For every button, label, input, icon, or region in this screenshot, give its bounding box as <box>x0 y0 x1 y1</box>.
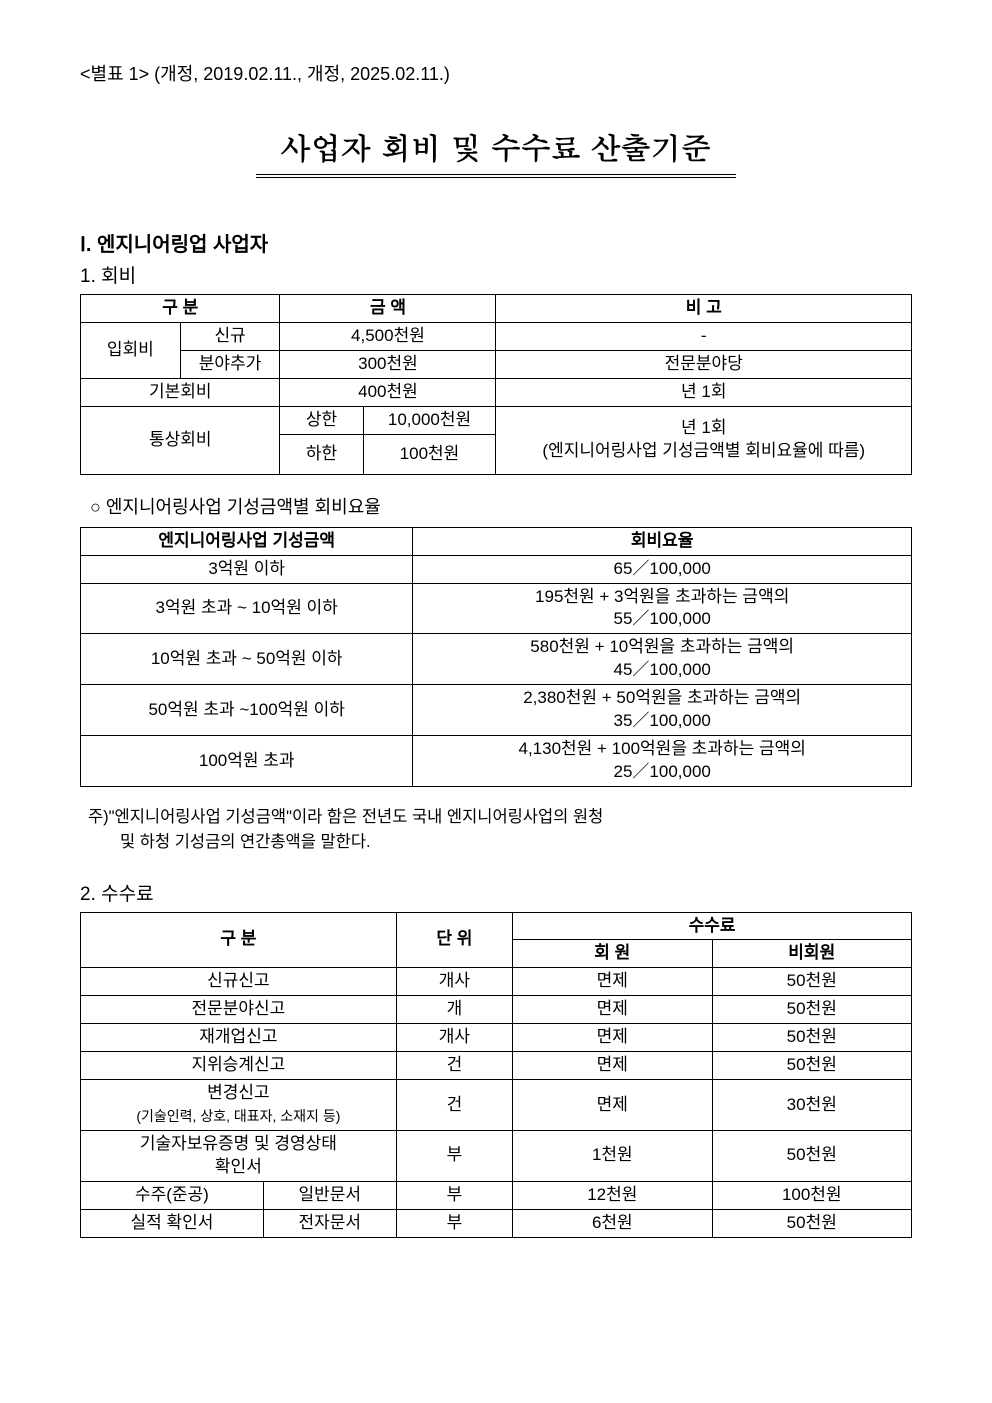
th: 회비요율 <box>631 531 694 550</box>
cell: 400천원 <box>358 382 418 401</box>
cell: 개사 <box>439 1027 470 1046</box>
cell: 50억원 초과 ~100억원 이하 <box>148 700 345 719</box>
main-title: 사업자 회비 및 수수료 산출기준 <box>80 126 912 168</box>
cell: 실적 확인서 <box>130 1213 213 1232</box>
cell: 개 <box>447 999 463 1018</box>
cell: 100천원 <box>400 444 460 463</box>
cell: 2,380천원 + 50억원을 초과하는 금액의 <box>523 688 801 707</box>
footnote-line: 및 하청 기성금의 연간총액을 말한다. <box>88 830 912 855</box>
subsection-1-2: 2. 수수료 <box>80 879 912 906</box>
cell: 100천원 <box>782 1185 842 1204</box>
cell: 면제 <box>597 1055 628 1074</box>
cell: 입회비 <box>107 340 154 359</box>
header-note: <별표 1> (개정, 2019.02.11., 개정, 2025.02.11.… <box>80 60 912 86</box>
cell: 상한 <box>306 410 337 429</box>
cell: 재개업신고 <box>199 1027 277 1046</box>
th: 엔지니어링사업 기성금액 <box>158 531 335 550</box>
sub-title-rate: ○ 엔지니어링사업 기성금액별 회비요율 <box>90 493 912 519</box>
title-underline <box>256 172 736 178</box>
cell: (기술인력, 상호, 대표자, 소재지 등) <box>136 1108 340 1124</box>
cell: 기본회비 <box>149 382 212 401</box>
cell: 3억원 이하 <box>208 559 285 578</box>
cell: 부 <box>447 1213 463 1232</box>
cell: 25／100,000 <box>614 762 711 781</box>
th: 회 원 <box>594 943 630 962</box>
footnote: 주)"엔지니어링사업 기성금액"이라 함은 전년도 국내 엔지니어링사업의 원청… <box>88 805 912 855</box>
cell: 35／100,000 <box>614 711 711 730</box>
cell: 면제 <box>597 999 628 1018</box>
cell: 개사 <box>439 971 470 990</box>
cell: 3억원 초과 ~ 10억원 이하 <box>156 598 338 617</box>
cell: 년 1회 <box>681 382 726 401</box>
cell: 10,000천원 <box>388 410 471 429</box>
cell: 기술자보유증명 및 경영상태 <box>140 1134 337 1153</box>
footnote-line: 주)"엔지니어링사업 기성금액"이라 함은 전년도 국내 엔지니어링사업의 원청 <box>88 808 603 826</box>
cell: 50천원 <box>787 1027 837 1046</box>
cell: - <box>701 326 707 345</box>
cell: 통상회비 <box>149 430 212 449</box>
th: 단 위 <box>436 929 472 948</box>
cell: 300천원 <box>358 354 418 373</box>
cell: 건 <box>447 1055 463 1074</box>
cell: 면제 <box>597 1027 628 1046</box>
cell: 부 <box>447 1145 463 1164</box>
cell: 확인서 <box>215 1157 262 1176</box>
cell: 하한 <box>306 444 337 463</box>
cell: 55／100,000 <box>614 609 711 628</box>
section-1-heading: Ⅰ. 엔지니어링업 사업자 <box>80 228 912 257</box>
cell: 50천원 <box>787 1055 837 1074</box>
cell: 50천원 <box>787 1213 837 1232</box>
cell: 1천원 <box>592 1145 633 1164</box>
cell: 전문분야신고 <box>191 999 285 1018</box>
table-fees: 구 분 단 위 수수료 회 원 비회원 신규신고 개사 면제 50천원 전문분야… <box>80 912 912 1238</box>
cell: 일반문서 <box>299 1185 362 1204</box>
th: 구 분 <box>220 929 256 948</box>
th-amount: 금 액 <box>370 298 406 317</box>
th: 비회원 <box>788 943 835 962</box>
cell: 변경신고 <box>207 1083 270 1102</box>
cell: 수주(준공) <box>135 1185 209 1204</box>
cell: 50천원 <box>787 999 837 1018</box>
cell: 30천원 <box>787 1095 837 1114</box>
cell: 전문분야당 <box>665 354 743 373</box>
th: 수수료 <box>689 916 736 935</box>
cell: 면제 <box>597 971 628 990</box>
cell: 전자문서 <box>299 1213 362 1232</box>
cell: 건 <box>447 1095 463 1114</box>
cell: 신규 <box>214 326 245 345</box>
cell: 65／100,000 <box>614 559 711 578</box>
cell-line: 년 1회 <box>681 418 726 437</box>
cell: 12천원 <box>587 1185 637 1204</box>
table-rate: 엔지니어링사업 기성금액 회비요율 3억원 이하 65／100,000 3억원 … <box>80 527 912 787</box>
subsection-1-1: 1. 회비 <box>80 261 912 288</box>
cell: 50천원 <box>787 1145 837 1164</box>
th-division: 구 분 <box>162 298 198 317</box>
table-membership-fee: 구 분 금 액 비 고 입회비 신규 4,500천원 - 분야추가 300천원 … <box>80 294 912 475</box>
cell: 면제 <box>597 1095 628 1114</box>
cell: 4,500천원 <box>351 326 425 345</box>
cell: 100억원 초과 <box>199 751 295 770</box>
cell: 4,130천원 + 100억원을 초과하는 금액의 <box>518 739 805 758</box>
th-note: 비 고 <box>686 298 722 317</box>
cell: 580천원 + 10억원을 초과하는 금액의 <box>530 637 794 656</box>
cell: 지위승계신고 <box>191 1055 285 1074</box>
cell: 분야추가 <box>199 354 262 373</box>
cell: 신규신고 <box>207 971 270 990</box>
cell: 195천원 + 3억원을 초과하는 금액의 <box>535 587 789 606</box>
cell: 45／100,000 <box>614 660 711 679</box>
cell: 6천원 <box>592 1213 633 1232</box>
cell-line: (엔지니어링사업 기성금액별 회비요율에 따름) <box>542 441 865 460</box>
cell: 50천원 <box>787 971 837 990</box>
cell: 10억원 초과 ~ 50억원 이하 <box>151 649 343 668</box>
cell: 부 <box>447 1185 463 1204</box>
